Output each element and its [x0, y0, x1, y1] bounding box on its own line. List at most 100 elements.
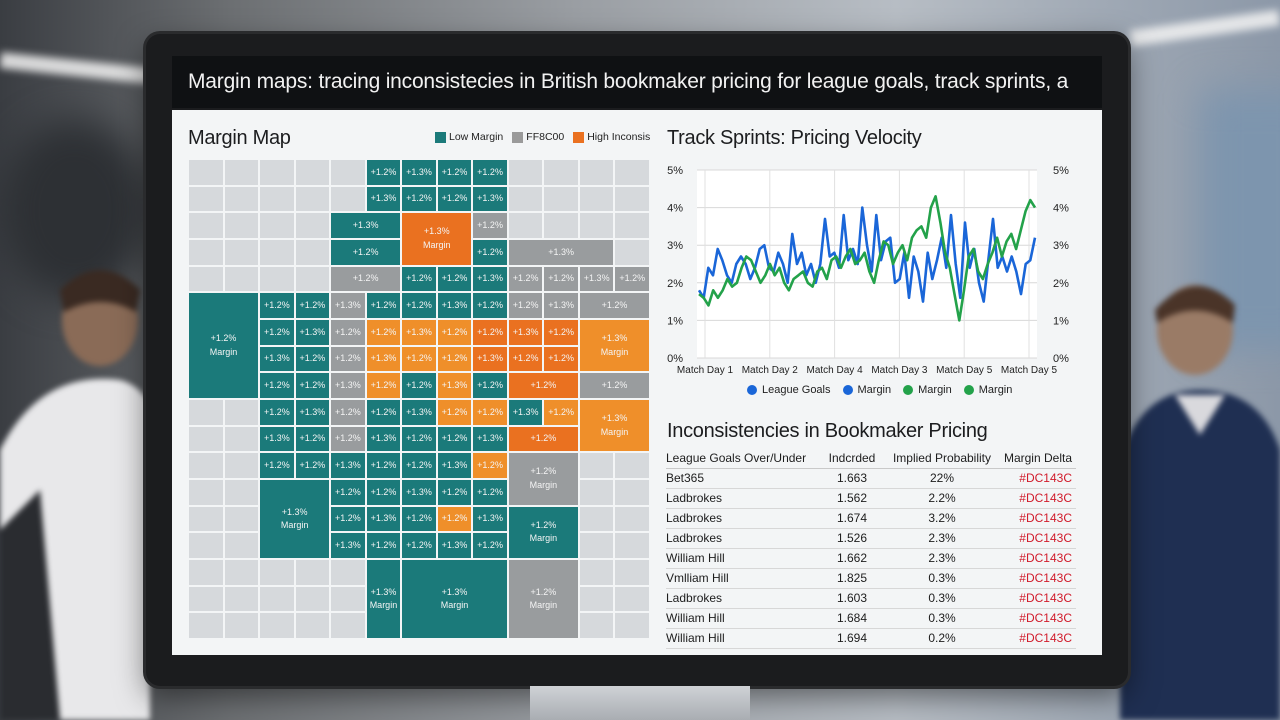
margin-map-cell: +1.3%: [472, 425, 508, 453]
margin-map-cell: +1.3%: [401, 159, 437, 186]
margin-map-empty-cell: [330, 159, 366, 186]
margin-map-empty-cell: [223, 585, 260, 613]
margin-map-cell: +1.2%: [436, 505, 473, 533]
margin-map-cell: +1.2%: [365, 452, 402, 479]
cell-value-label: +1.3%: [406, 486, 432, 497]
cell-value-label: +1.2%: [335, 326, 361, 337]
margin-map-cell: +1.3%: [507, 239, 615, 266]
legend-item-ff8c00: FF8C00: [512, 131, 564, 143]
margin-map-empty-cell: [188, 479, 224, 506]
y-tick-label-left: 1%: [667, 315, 683, 327]
table-row: William Hill 1.684 0.3% #DC143C: [666, 608, 1076, 629]
table-title: Inconsistencies in Bookmaker Pricing: [667, 420, 988, 442]
margin-map-empty-cell: [507, 185, 544, 213]
cell-value-label: +1.3%: [441, 539, 468, 550]
margin-map-empty-cell: [578, 159, 615, 186]
margin-map-cell: +1.2%: [472, 212, 508, 239]
margin-map-cell: +1.3%: [401, 479, 437, 506]
cell-value-label: +1.2%: [370, 459, 397, 470]
cell-sublabel: Margin: [209, 346, 238, 357]
margin-map-legend: Low Margin FF8C00 High Inconsis: [435, 131, 654, 143]
cell-value-label: +1.3%: [281, 506, 308, 517]
legend-swatch-gray: [512, 131, 524, 143]
legend-label: High Inconsis: [587, 131, 651, 143]
y-tick-label-right: 1%: [1053, 315, 1069, 327]
cell-value-label: +1.2%: [441, 353, 468, 364]
margin-map-empty-cell: [188, 399, 224, 426]
cell-value-label: +1.2%: [370, 166, 397, 177]
cell-value-label: +1.2%: [370, 406, 397, 417]
cell-sublabel: Margin: [440, 600, 469, 610]
cell-value-label: +1.2%: [548, 326, 575, 337]
margin-map-cell: +1.3%: [294, 319, 331, 346]
margin-map-cell: +1.3%: [259, 425, 295, 453]
cell-value-label: +1.2%: [352, 273, 379, 284]
margin-map-cell: +1.2%: [401, 532, 437, 559]
cell-value-label: +1.3%: [423, 226, 450, 237]
margin-map-cell: +1.2%: [401, 265, 437, 293]
y-tick-label-right: 3%: [1053, 240, 1069, 252]
cell-value-label: +1.2%: [406, 193, 432, 204]
margin-map-cell: +1.2%: [259, 319, 295, 346]
margin-map-empty-cell: [223, 239, 260, 266]
chart-legend-item: Margin: [903, 384, 952, 396]
cell-sublabel: Margin: [600, 346, 629, 357]
cell-sublabel: Margin: [529, 479, 558, 490]
cell-value-label: +1.2%: [441, 326, 468, 337]
margin-map-cell: +1.2%: [507, 372, 579, 399]
cell-value-label: +1.3%: [406, 166, 432, 177]
margin-map-cell: +1.2%: [294, 425, 331, 453]
margin-map-empty-cell: [259, 559, 295, 586]
margin-map-empty-cell: [330, 559, 366, 586]
table-row: Ladbrokes 1.562 2.2% #DC143C: [666, 488, 1076, 509]
cell-value-label: +1.2%: [477, 219, 503, 230]
person-left: [0, 270, 150, 720]
margin-map-empty-cell: [614, 532, 650, 559]
cell-value-label: +1.2%: [406, 379, 432, 390]
y-tick-label-right: 4%: [1053, 203, 1069, 215]
y-tick-label-left: 4%: [667, 203, 683, 215]
cell-value-label: +1.2%: [406, 353, 432, 364]
margin-map-cell: +1.2%: [543, 399, 579, 426]
cell-value-label: +1.2%: [263, 379, 290, 390]
margin-map-empty-cell: [223, 479, 260, 506]
cell-value-label: +1.2%: [477, 326, 503, 337]
pricing-table: League Goals Over/Under Indcrded Implied…: [666, 449, 1076, 649]
column-header: Implied Probability: [888, 449, 996, 469]
cell-sublabel: Margin: [422, 239, 451, 250]
cell-value-label: +1.3%: [352, 219, 379, 230]
margin-map-empty-cell: [614, 612, 650, 639]
margin-map-cell: +1.2%: [259, 399, 295, 426]
x-tick-label: Match Day 2: [742, 365, 799, 376]
cell-value-label: +1.2%: [441, 193, 468, 204]
margin-map-cell: +1.2%: [365, 399, 402, 426]
y-tick-label-left: 3%: [667, 240, 683, 252]
margin-map-empty-cell: [223, 399, 260, 426]
margin-map-cell: +1.2%: [507, 292, 544, 319]
margin-map-cell: +1.3%: [365, 185, 402, 213]
margin-map-empty-cell: [578, 479, 615, 506]
cell-value-label: +1.3%: [601, 413, 628, 424]
margin-map-cell: +1.2%: [330, 425, 366, 453]
margin-map-cell: +1.2%: [472, 159, 508, 186]
margin-map-empty-cell: [259, 239, 295, 266]
margin-map-empty-cell: [294, 159, 331, 186]
cell-value-label: +1.2%: [210, 333, 237, 344]
margin-map-empty-cell: [614, 479, 650, 506]
margin-map-empty-cell: [223, 159, 260, 186]
margin-map-cell: +1.2%: [401, 292, 437, 319]
margin-map-empty-cell: [578, 505, 615, 533]
cell-value-label: +1.3%: [601, 333, 628, 344]
margin-map-empty-cell: [614, 185, 650, 213]
margin-map-cell: +1.3%: [401, 319, 437, 346]
cell-value-label: +1.2%: [406, 273, 432, 284]
margin-map-cell: +1.3%: [330, 212, 402, 239]
margin-map-cell: +1.2%: [436, 185, 473, 213]
margin-map-empty-cell: [188, 239, 224, 266]
margin-map-empty-cell: [259, 265, 295, 293]
margin-map-cell: +1.3%: [472, 345, 508, 373]
margin-map-cell: +1.2%: [401, 452, 437, 479]
cell-value-label: +1.2%: [299, 433, 326, 444]
margin-map-empty-cell: [578, 185, 615, 213]
margin-map-cell: +1.2%: [472, 479, 508, 506]
